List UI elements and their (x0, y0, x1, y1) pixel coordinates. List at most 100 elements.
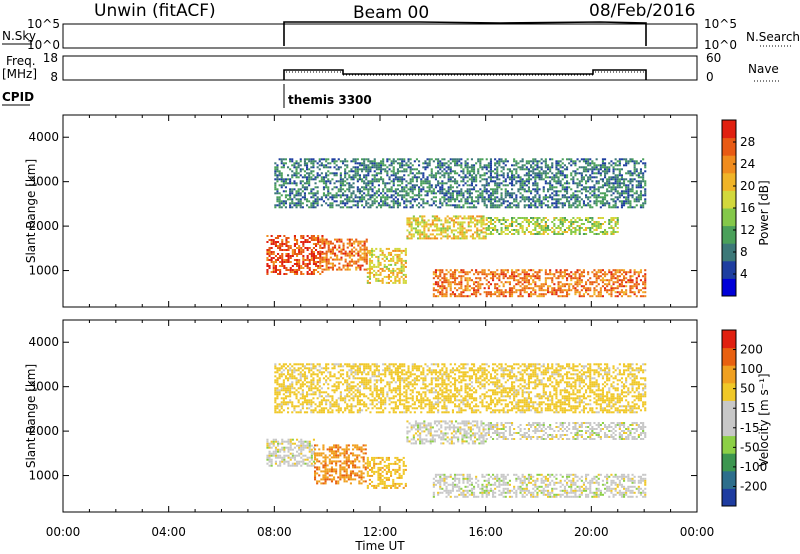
power-cell (329, 202, 332, 205)
power-cell (485, 206, 488, 209)
power-cell (443, 162, 446, 165)
power-cell (570, 231, 573, 233)
power-cell (481, 273, 484, 276)
power-cell (441, 166, 444, 169)
power-cell (504, 295, 507, 298)
power-cell (544, 176, 547, 179)
power-cell (285, 249, 288, 251)
power-cell (268, 265, 271, 267)
power-cell (417, 223, 420, 226)
velocity-cell (324, 478, 327, 481)
power-cell (420, 178, 423, 181)
power-cell (327, 190, 330, 193)
power-cell (299, 158, 302, 161)
power-cell (462, 176, 465, 179)
power-cell (601, 184, 604, 187)
power-cell (544, 194, 547, 197)
velocity-cell (270, 462, 273, 465)
power-cell (291, 265, 294, 267)
power-cell (589, 188, 592, 191)
power-cell (527, 186, 530, 189)
power-cell (287, 255, 290, 257)
power-cell (489, 233, 492, 235)
power-cell (489, 166, 492, 169)
power-cell (387, 253, 390, 256)
velocity-cell (316, 454, 319, 457)
power-cell (500, 289, 503, 292)
power-cell (538, 176, 541, 179)
velocity-cell (328, 478, 331, 481)
power-cell (585, 168, 588, 171)
power-cell (284, 186, 287, 189)
power-cell (375, 277, 378, 280)
velocity-cell (308, 464, 311, 467)
power-cell (521, 188, 524, 191)
power-cell (610, 279, 613, 282)
power-cell (449, 176, 452, 179)
power-cell (361, 168, 364, 171)
velocity-cell (314, 462, 317, 465)
power-cell (436, 223, 439, 226)
power-cell (580, 295, 583, 298)
power-cell (355, 268, 358, 271)
power-cell (293, 237, 296, 239)
power-cell (356, 168, 359, 171)
power-cell (568, 283, 571, 286)
power-cell (392, 255, 395, 258)
velocity-cell (354, 446, 357, 449)
power-cell (629, 200, 632, 203)
power-cell (637, 184, 640, 187)
power-cell (407, 174, 410, 177)
power-cell (544, 182, 547, 185)
power-cell (625, 293, 628, 296)
power-cell (485, 229, 488, 231)
power-cell (572, 194, 575, 197)
power-cell (310, 271, 313, 273)
power-cell (399, 190, 402, 193)
power-cell (555, 182, 558, 185)
power-cell (306, 257, 309, 259)
power-cell (464, 200, 467, 203)
power-cell (342, 188, 345, 191)
power-cell (557, 168, 560, 171)
power-cell (323, 258, 326, 261)
power-cell (614, 168, 617, 171)
power-cell (339, 178, 342, 181)
power-cell (441, 293, 444, 296)
power-cell (599, 227, 602, 229)
power-cell (534, 180, 537, 183)
power-cell (310, 166, 313, 169)
power-cell (396, 253, 399, 256)
power-cell (390, 279, 393, 282)
power-cell (479, 194, 482, 197)
power-cell (610, 190, 613, 193)
power-cell (468, 172, 471, 175)
velocity-cell (322, 466, 325, 469)
power-cell (466, 200, 469, 203)
power-cell (284, 162, 287, 165)
power-cell (291, 164, 294, 167)
power-cell (418, 192, 421, 195)
power-cell (496, 206, 499, 209)
power-cell (463, 233, 466, 236)
power-cell (467, 225, 470, 228)
power-cell (595, 275, 598, 278)
power-cell (485, 279, 488, 282)
power-cell (576, 182, 579, 185)
power-cell (587, 170, 590, 173)
power-cell (504, 160, 507, 163)
power-cell (574, 194, 577, 197)
power-cell (625, 172, 628, 175)
power-cell (342, 182, 345, 185)
power-cell (390, 271, 393, 274)
power-cell (357, 242, 360, 245)
power-cell (568, 202, 571, 205)
power-cell (517, 275, 520, 278)
power-cell (477, 200, 480, 203)
power-cell (354, 174, 357, 177)
power-cell (536, 174, 539, 177)
power-cell (365, 194, 368, 197)
power-cell (361, 186, 364, 189)
power-cell (563, 219, 566, 221)
power-cell (449, 281, 452, 284)
